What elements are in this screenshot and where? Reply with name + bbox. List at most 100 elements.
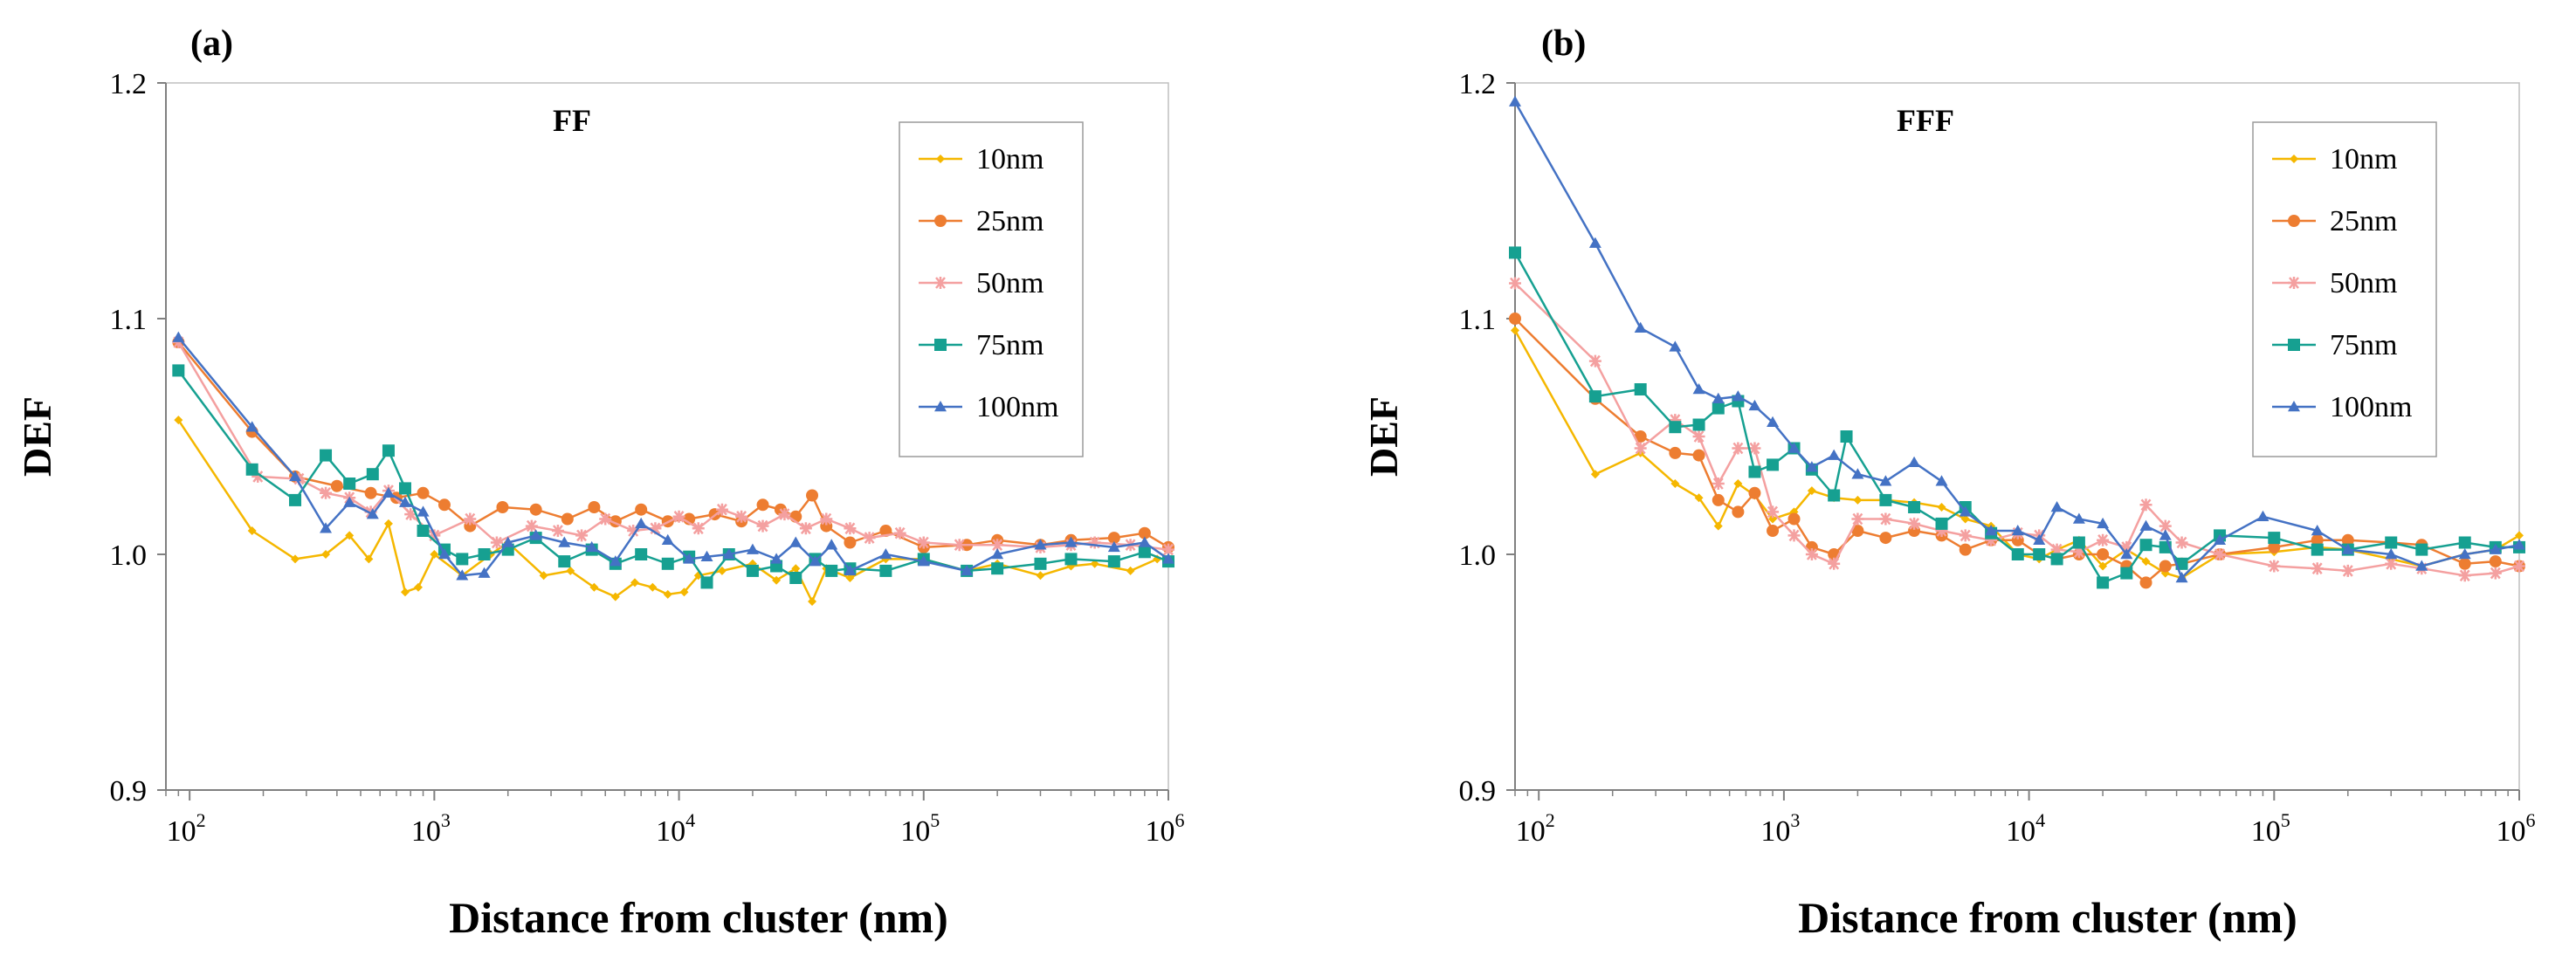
panel-label: (a) [190, 24, 233, 64]
data-point [661, 557, 674, 570]
data-point [2175, 557, 2188, 570]
data-point [809, 555, 822, 567]
data-point [398, 496, 411, 507]
data-point [2311, 525, 2324, 536]
data-point [1509, 246, 1521, 259]
legend-label: 50nm [976, 267, 1043, 299]
data-point [364, 554, 374, 564]
data-point [648, 582, 658, 592]
legend-entry: 100nm [919, 391, 1058, 423]
data-point [1588, 354, 1601, 368]
data-point [1138, 546, 1151, 559]
data-point [770, 553, 783, 564]
data-point [1767, 416, 1780, 428]
data-point [917, 555, 930, 567]
data-point [2011, 548, 2024, 560]
data-point [1669, 421, 1682, 434]
y-tick-label: 1.2 [110, 68, 148, 100]
data-point [1959, 529, 1972, 542]
data-point [1768, 514, 1778, 524]
data-point [490, 536, 503, 549]
legend: 10nm 25nm 50nm 75nm 100nm [2252, 121, 2437, 457]
legend-label: 10nm [2330, 143, 2397, 175]
data-point [722, 548, 735, 560]
data-point [1851, 512, 1864, 526]
data-point [172, 331, 185, 342]
data-point [1588, 237, 1601, 248]
data-point [1851, 525, 1864, 537]
legend-swatch-marker [934, 277, 947, 289]
x-tick-label: 103 [411, 809, 451, 848]
data-point [1107, 555, 1120, 568]
legend-swatch-marker [2288, 339, 2300, 351]
x-tick-label: 104 [2006, 809, 2045, 848]
chart-title: FF [553, 103, 591, 138]
data-point [2311, 533, 2324, 546]
data-point [917, 536, 930, 549]
data-point [1748, 465, 1761, 478]
data-point [1634, 383, 1647, 395]
data-point [382, 444, 395, 457]
legend-label: 25nm [2330, 205, 2397, 237]
data-point [558, 536, 571, 547]
x-tick-label: 102 [167, 809, 206, 848]
data-point [2268, 532, 2281, 545]
data-point [1064, 536, 1078, 547]
data-point [414, 582, 424, 592]
data-point [717, 566, 727, 575]
data-point [825, 539, 838, 550]
x-tick-label: 105 [900, 809, 940, 848]
data-point [1959, 505, 1972, 517]
data-point [245, 463, 258, 476]
data-point [2050, 501, 2063, 512]
data-point [746, 543, 759, 554]
data-point [437, 498, 451, 512]
data-point [2214, 548, 2227, 560]
data-point [1712, 493, 1725, 506]
data-point [893, 526, 906, 539]
data-point [2175, 572, 2188, 583]
data-point [2415, 543, 2428, 556]
y-tick-label: 1.0 [110, 539, 148, 572]
data-point [2341, 543, 2354, 554]
data-point [1088, 536, 1101, 549]
data-point [551, 525, 564, 537]
data-point [589, 582, 599, 592]
data-point [529, 503, 542, 516]
data-point [575, 529, 589, 542]
data-point [2385, 536, 2398, 549]
data-point [825, 564, 838, 577]
data-point [844, 536, 857, 549]
series-75nm [1509, 246, 2525, 589]
data-point [2011, 525, 2024, 536]
data-point [2311, 543, 2324, 556]
data-point [2385, 548, 2398, 560]
data-point [2139, 576, 2152, 589]
data-point [679, 588, 689, 597]
data-point [1908, 501, 1921, 513]
data-point [1509, 313, 1521, 325]
legend-box [2252, 121, 2437, 457]
data-point [321, 550, 331, 559]
data-point [2072, 546, 2085, 559]
data-point [700, 550, 713, 561]
data-point [1935, 517, 1948, 530]
data-point [430, 550, 439, 559]
data-point [1692, 383, 1705, 395]
data-point [2097, 548, 2110, 560]
data-point [1935, 525, 1948, 537]
data-point [635, 517, 648, 529]
legend-swatch-marker [2288, 277, 2300, 289]
series-100nm [1509, 95, 2525, 583]
legend: 10nm 25nm 50nm 75nm 100nm [899, 121, 1084, 457]
y-tick-label: 1.1 [1459, 304, 1497, 336]
data-point [251, 470, 265, 483]
x-tick-label: 102 [1516, 809, 1555, 848]
legend-entry: 100nm [2272, 391, 2412, 423]
legend-label: 50nm [2330, 267, 2397, 299]
data-point [245, 421, 258, 432]
data-point [1509, 95, 1521, 107]
data-point [1590, 470, 1600, 479]
data-point [289, 493, 302, 506]
data-point [1509, 277, 1521, 290]
